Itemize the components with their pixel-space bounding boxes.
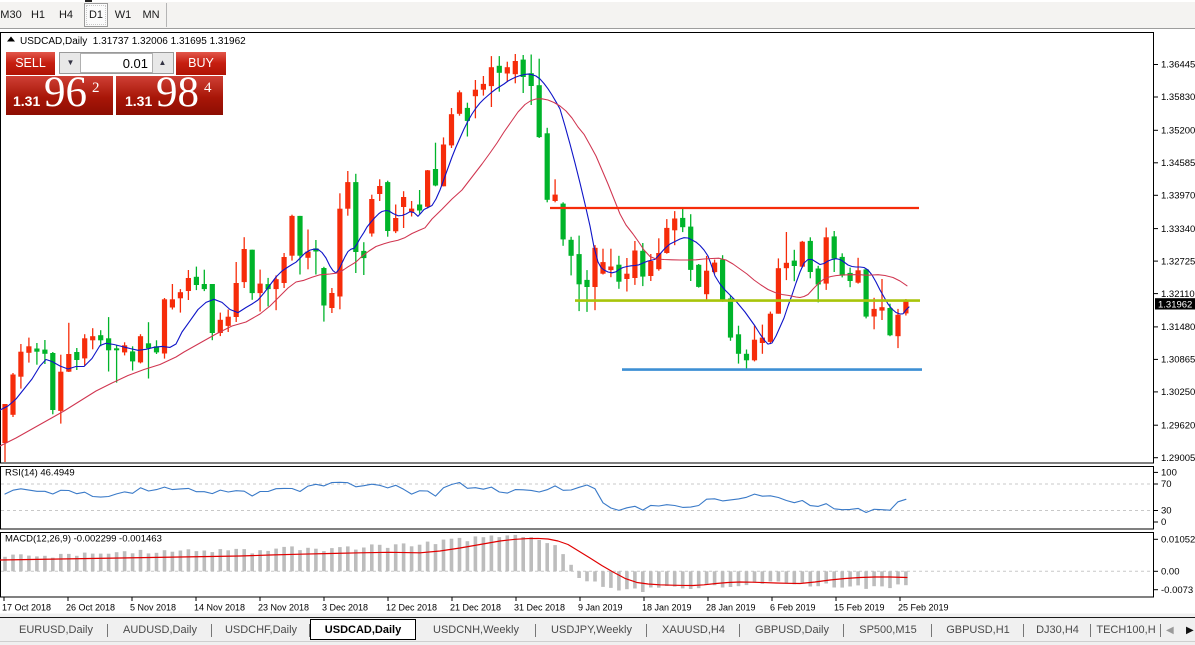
svg-text:1.32110: 1.32110 [1161,289,1195,300]
svg-text:0.00: 0.00 [1161,567,1180,578]
svg-text:1.33970: 1.33970 [1161,191,1195,202]
svg-text:USDCAD,Daily 1.31737 1.32006: USDCAD,Daily 1.31737 1.32006 1.31695 1.3… [20,36,246,47]
svg-text:1.35200: 1.35200 [1161,126,1195,137]
svg-text:1.32725: 1.32725 [1161,256,1195,267]
svg-text:21 Dec 2018: 21 Dec 2018 [450,603,501,613]
svg-text:1.29620: 1.29620 [1161,420,1195,431]
svg-text:15 Feb 2019: 15 Feb 2019 [834,603,885,613]
svg-text:28 Jan 2019: 28 Jan 2019 [706,603,756,613]
svg-text:RSI(14) 46.4949: RSI(14) 46.4949 [5,468,75,479]
svg-text:1.33340: 1.33340 [1161,224,1195,235]
svg-text:1.34585: 1.34585 [1161,158,1195,169]
svg-text:0.010525: 0.010525 [1161,535,1195,546]
svg-text:14 Nov 2018: 14 Nov 2018 [194,603,245,613]
svg-text:12 Dec 2018: 12 Dec 2018 [386,603,437,613]
svg-text:70: 70 [1161,479,1172,490]
svg-text:1.29005: 1.29005 [1161,453,1195,464]
svg-text:25 Feb 2019: 25 Feb 2019 [898,603,949,613]
svg-text:-0.0073: -0.0073 [1161,585,1193,596]
svg-text:1.36445: 1.36445 [1161,60,1195,71]
svg-text:9 Jan 2019: 9 Jan 2019 [578,603,623,613]
svg-text:MACD(12,26,9) -0.002299 -0.001: MACD(12,26,9) -0.002299 -0.001463 [5,534,162,545]
svg-text:26 Oct 2018: 26 Oct 2018 [66,603,115,613]
svg-text:1.31480: 1.31480 [1161,322,1195,333]
svg-text:30: 30 [1161,506,1172,517]
svg-text:5 Nov 2018: 5 Nov 2018 [130,603,176,613]
svg-text:18 Jan 2019: 18 Jan 2019 [642,603,692,613]
svg-text:23 Nov 2018: 23 Nov 2018 [258,603,309,613]
svg-text:1.30865: 1.30865 [1161,355,1195,366]
svg-text:1.31962: 1.31962 [1158,299,1192,310]
svg-text:6 Feb 2019: 6 Feb 2019 [770,603,816,613]
svg-text:1.35830: 1.35830 [1161,92,1195,103]
svg-text:3 Dec 2018: 3 Dec 2018 [322,603,368,613]
svg-text:0: 0 [1161,517,1166,528]
svg-text:1.30250: 1.30250 [1161,387,1195,398]
svg-text:31 Dec 2018: 31 Dec 2018 [514,603,565,613]
svg-text:100: 100 [1161,468,1177,479]
svg-text:17 Oct 2018: 17 Oct 2018 [2,603,51,613]
